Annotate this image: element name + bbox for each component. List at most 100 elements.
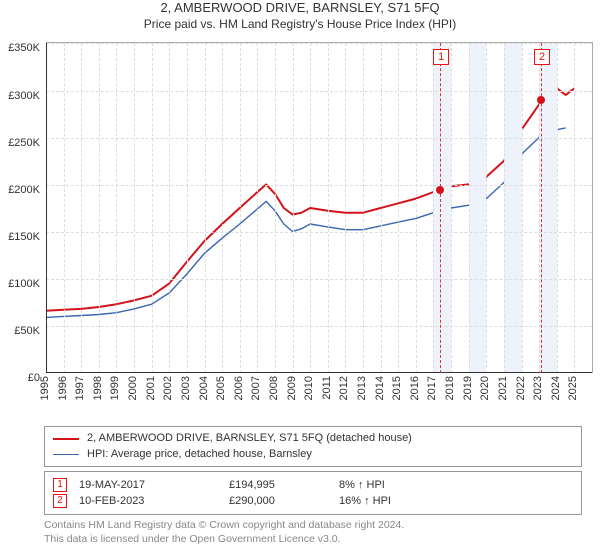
gridline-v bbox=[310, 43, 311, 373]
gridline-v bbox=[205, 43, 206, 373]
shade-band bbox=[433, 43, 451, 373]
x-tick-label: 2000 bbox=[128, 376, 139, 400]
x-tick-label: 2017 bbox=[427, 376, 438, 400]
x-tick-label: 1995 bbox=[40, 376, 51, 400]
gridline-h bbox=[46, 43, 592, 44]
licence-line-1: Contains HM Land Registry data © Crown c… bbox=[44, 519, 592, 533]
event-marker-icon: 2 bbox=[53, 494, 67, 508]
x-tick-label: 2016 bbox=[410, 376, 421, 400]
legend-row: 2, AMBERWOOD DRIVE, BARNSLEY, S71 5FQ (d… bbox=[53, 431, 573, 446]
gridline-v bbox=[522, 43, 523, 373]
x-tick-label: 2020 bbox=[480, 376, 491, 400]
x-tick-label: 2014 bbox=[375, 376, 386, 400]
legend: 2, AMBERWOOD DRIVE, BARNSLEY, S71 5FQ (d… bbox=[44, 426, 582, 467]
x-tick-label: 2015 bbox=[392, 376, 403, 400]
gridline-h bbox=[46, 232, 592, 233]
x-tick-label: 2007 bbox=[251, 376, 262, 400]
gridline-v bbox=[451, 43, 452, 373]
event-line bbox=[440, 43, 441, 373]
licence-text: Contains HM Land Registry data © Crown c… bbox=[44, 519, 592, 546]
event-marker-box: 2 bbox=[534, 49, 550, 65]
y-tick-label: £100K bbox=[2, 278, 40, 290]
gridline-v bbox=[293, 43, 294, 373]
gridline-v bbox=[416, 43, 417, 373]
legend-label: HPI: Average price, detached house, Barn… bbox=[87, 447, 312, 462]
x-tick-label: 2011 bbox=[322, 376, 333, 400]
x-tick-label: 2002 bbox=[163, 376, 174, 400]
gridline-v bbox=[81, 43, 82, 373]
x-tick-label: 2009 bbox=[287, 376, 298, 400]
shade-band bbox=[469, 43, 487, 373]
gridline-v bbox=[486, 43, 487, 373]
chart-area: 12 £0£50K£100K£150K£200K£250K£300K£350K1… bbox=[2, 38, 598, 420]
gridline-v bbox=[574, 43, 575, 373]
shade-band bbox=[504, 43, 522, 373]
y-tick-label: £0 bbox=[2, 372, 40, 384]
gridline-v bbox=[469, 43, 470, 373]
gridline-v bbox=[504, 43, 505, 373]
event-marker-dot bbox=[436, 186, 444, 194]
x-tick-label: 2008 bbox=[269, 376, 280, 400]
gridline-v bbox=[433, 43, 434, 373]
events-table: 119-MAY-2017£194,9958% ↑ HPI210-FEB-2023… bbox=[44, 471, 582, 515]
x-tick-label: 2022 bbox=[516, 376, 527, 400]
legend-row: HPI: Average price, detached house, Barn… bbox=[53, 447, 573, 462]
gridline-h bbox=[46, 279, 592, 280]
legend-swatch bbox=[53, 454, 79, 455]
y-tick-label: £50K bbox=[2, 325, 40, 337]
event-diff: 16% ↑ HPI bbox=[339, 495, 459, 507]
event-marker-box: 1 bbox=[433, 49, 449, 65]
gridline-v bbox=[539, 43, 540, 373]
event-diff: 8% ↑ HPI bbox=[339, 479, 459, 491]
gridline-v bbox=[381, 43, 382, 373]
x-tick-label: 1998 bbox=[93, 376, 104, 400]
x-tick-label: 2005 bbox=[216, 376, 227, 400]
x-tick-label: 2024 bbox=[551, 376, 562, 400]
event-table-row: 210-FEB-2023£290,00016% ↑ HPI bbox=[53, 494, 573, 508]
gridline-v bbox=[257, 43, 258, 373]
gridline-v bbox=[345, 43, 346, 373]
x-tick-label: 2019 bbox=[463, 376, 474, 400]
chart-subtitle: Price paid vs. HM Land Registry's House … bbox=[0, 17, 600, 33]
gridline-v bbox=[152, 43, 153, 373]
gridline-h bbox=[46, 91, 592, 92]
gridline-v bbox=[222, 43, 223, 373]
event-table-row: 119-MAY-2017£194,9958% ↑ HPI bbox=[53, 478, 573, 492]
x-tick-label: 1997 bbox=[75, 376, 86, 400]
gridline-v bbox=[64, 43, 65, 373]
gridline-v bbox=[240, 43, 241, 373]
x-tick-label: 2003 bbox=[181, 376, 192, 400]
x-tick-label: 1996 bbox=[58, 376, 69, 400]
event-line bbox=[541, 43, 542, 373]
y-tick-label: £150K bbox=[2, 231, 40, 243]
gridline-v bbox=[187, 43, 188, 373]
x-tick-label: 2023 bbox=[533, 376, 544, 400]
gridline-v bbox=[169, 43, 170, 373]
x-tick-label: 2001 bbox=[146, 376, 157, 400]
x-tick-label: 2018 bbox=[445, 376, 456, 400]
gridline-h bbox=[46, 326, 592, 327]
x-tick-label: 2013 bbox=[357, 376, 368, 400]
gridline-h bbox=[46, 138, 592, 139]
event-date: 19-MAY-2017 bbox=[79, 479, 229, 491]
gridline-v bbox=[363, 43, 364, 373]
gridline-h bbox=[46, 185, 592, 186]
chart-title: 2, AMBERWOOD DRIVE, BARNSLEY, S71 5FQ bbox=[0, 0, 600, 17]
x-tick-label: 2004 bbox=[199, 376, 210, 400]
plot-area: 12 bbox=[46, 42, 593, 373]
gridline-v bbox=[557, 43, 558, 373]
legend-label: 2, AMBERWOOD DRIVE, BARNSLEY, S71 5FQ (d… bbox=[87, 431, 412, 446]
gridline-v bbox=[328, 43, 329, 373]
gridline-v bbox=[99, 43, 100, 373]
gridline-v bbox=[275, 43, 276, 373]
y-tick-label: £350K bbox=[2, 42, 40, 54]
y-tick-label: £250K bbox=[2, 137, 40, 149]
gridline-v bbox=[134, 43, 135, 373]
licence-line-2: This data is licensed under the Open Gov… bbox=[44, 533, 592, 547]
x-tick-label: 2006 bbox=[234, 376, 245, 400]
legend-swatch bbox=[53, 438, 79, 440]
x-tick-label: 1999 bbox=[110, 376, 121, 400]
event-marker-icon: 1 bbox=[53, 478, 67, 492]
x-tick-label: 2021 bbox=[498, 376, 509, 400]
event-date: 10-FEB-2023 bbox=[79, 495, 229, 507]
